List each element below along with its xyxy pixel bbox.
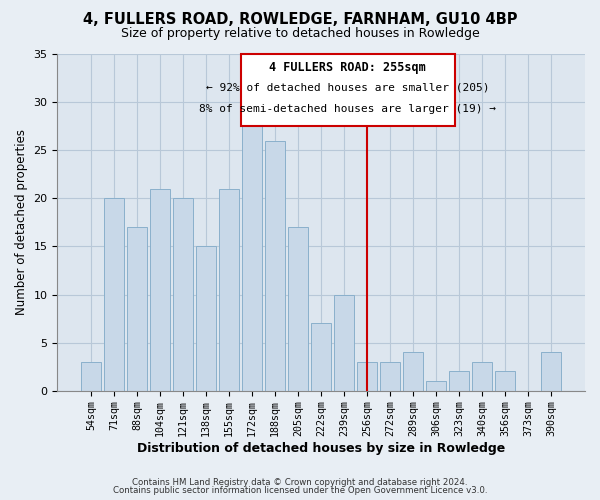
Text: ← 92% of detached houses are smaller (205): ← 92% of detached houses are smaller (20… <box>206 82 490 92</box>
Bar <box>541 352 561 391</box>
Text: 4, FULLERS ROAD, ROWLEDGE, FARNHAM, GU10 4BP: 4, FULLERS ROAD, ROWLEDGE, FARNHAM, GU10… <box>83 12 517 28</box>
Bar <box>289 227 308 390</box>
Bar <box>334 294 354 390</box>
Bar <box>449 372 469 390</box>
Bar <box>472 362 492 390</box>
FancyBboxPatch shape <box>241 54 455 126</box>
Bar <box>127 227 147 390</box>
Text: Contains public sector information licensed under the Open Government Licence v3: Contains public sector information licen… <box>113 486 487 495</box>
Bar <box>220 188 239 390</box>
Text: 4 FULLERS ROAD: 255sqm: 4 FULLERS ROAD: 255sqm <box>269 61 426 74</box>
Bar <box>196 246 216 390</box>
Bar <box>380 362 400 390</box>
Bar <box>173 198 193 390</box>
Bar <box>496 372 515 390</box>
Y-axis label: Number of detached properties: Number of detached properties <box>15 130 28 316</box>
X-axis label: Distribution of detached houses by size in Rowledge: Distribution of detached houses by size … <box>137 442 505 455</box>
Bar <box>104 198 124 390</box>
Text: Size of property relative to detached houses in Rowledge: Size of property relative to detached ho… <box>121 28 479 40</box>
Bar <box>358 362 377 390</box>
Bar <box>427 381 446 390</box>
Bar <box>151 188 170 390</box>
Bar <box>403 352 423 391</box>
Bar <box>265 140 285 390</box>
Text: 8% of semi-detached houses are larger (19) →: 8% of semi-detached houses are larger (1… <box>199 104 496 114</box>
Text: Contains HM Land Registry data © Crown copyright and database right 2024.: Contains HM Land Registry data © Crown c… <box>132 478 468 487</box>
Bar <box>242 122 262 390</box>
Bar <box>311 324 331 390</box>
Bar <box>82 362 101 390</box>
